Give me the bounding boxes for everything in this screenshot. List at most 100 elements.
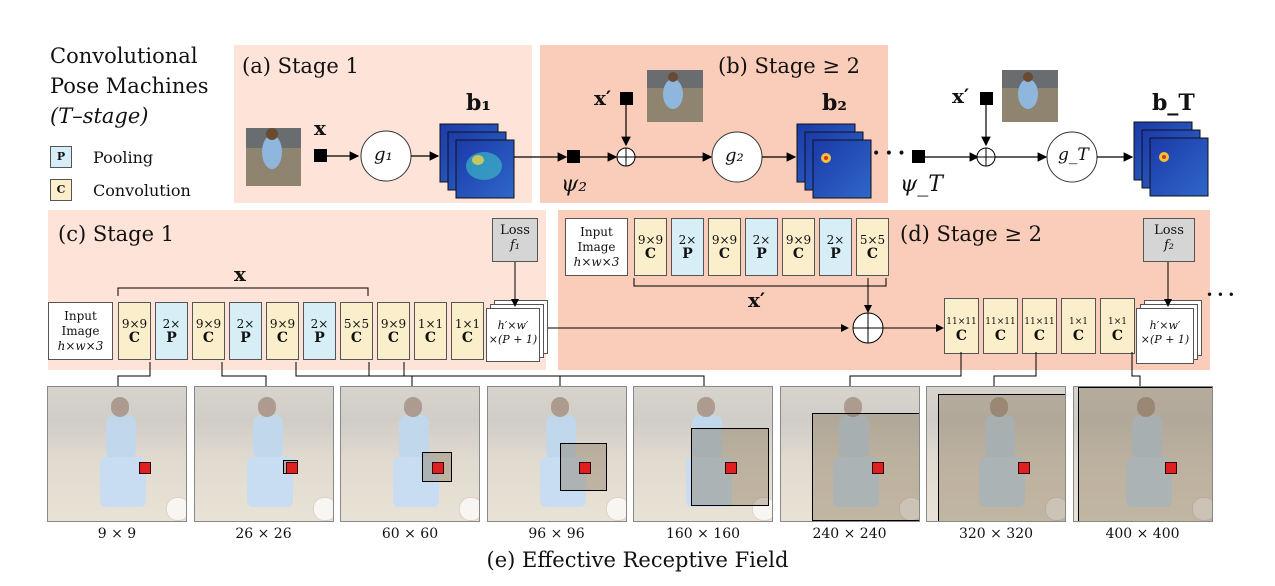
photo-fade: [1073, 387, 1212, 521]
pool-layer: 2× P: [819, 218, 852, 276]
layer-type-label: C: [866, 246, 879, 262]
layer-type-label: C: [718, 246, 731, 262]
x-node-a: [314, 149, 327, 162]
layer-type-label: P: [166, 330, 177, 346]
layer-size-label: 9×9: [711, 233, 738, 247]
pool-layer: 2× P: [671, 218, 704, 276]
player-torso: [985, 415, 1015, 459]
loss-fn-f2: f₂: [1163, 238, 1175, 253]
connector-lines: [117, 262, 1172, 386]
pipeline-diagram: [246, 70, 1209, 199]
player-head: [111, 397, 129, 417]
input-label-c-1: Input: [64, 309, 97, 323]
player-legs: [539, 457, 586, 507]
conv-layer: 5×5 C: [856, 218, 889, 276]
label-xprime-b: x′: [594, 86, 612, 110]
layer-size-label: 11×11: [1024, 317, 1055, 327]
conv-layer: 9×9 C: [266, 302, 299, 360]
conv-layer: 11×11 C: [1022, 298, 1057, 354]
output-label-d-1: h′×w′: [1149, 319, 1181, 332]
continuation-dots-right: • • •: [1206, 288, 1235, 302]
ball: [459, 497, 479, 521]
legend-pool-label: Pooling: [93, 148, 154, 167]
input-photo-t: [1002, 70, 1058, 122]
layer-size-label: 2×: [310, 317, 329, 331]
joint-marker: [1164, 462, 1177, 474]
receptive-field-label: 26 × 26: [235, 526, 292, 542]
layer-size-label: 2×: [678, 233, 697, 247]
layer-size-label: 9×9: [380, 317, 407, 331]
joint-marker: [871, 462, 884, 474]
output-label-c-1: h′×w′: [497, 319, 529, 332]
player-torso: [399, 415, 429, 459]
label-xprime-d: x′: [748, 288, 766, 312]
layer-type-label: C: [644, 246, 657, 262]
input-photo-b: [647, 70, 703, 122]
layer-type-label: C: [424, 330, 437, 346]
label-x-a: x: [314, 116, 326, 140]
panel-c-title: (c) Stage 1: [58, 222, 175, 246]
player-legs: [100, 457, 146, 507]
layer-size-label: 11×11: [946, 317, 977, 327]
conv-layer: 9×9 C: [377, 302, 410, 360]
label-psi2: ψ₂: [561, 172, 588, 197]
legend-title-line-2: Pose Machines: [50, 74, 209, 98]
conv-layer: 1×1 C: [1100, 298, 1135, 354]
player-head: [1136, 397, 1155, 417]
photo-fade: [927, 387, 1065, 521]
input-label-c-3: h×w×3: [57, 339, 104, 353]
layer-type-label: P: [682, 246, 693, 262]
input-label-c-2: Image: [61, 324, 100, 338]
player-torso: [252, 415, 283, 459]
player-torso: [1131, 415, 1162, 459]
layer-type-label: C: [955, 328, 968, 344]
layer-type-label: C: [792, 246, 805, 262]
joint-marker: [1018, 462, 1030, 474]
pool-layer: 2× P: [155, 302, 188, 360]
receptive-field-box: [937, 393, 1065, 521]
ball: [752, 497, 772, 521]
input-image-box-d: Input Image h×w×3: [565, 218, 628, 276]
input-label-d-1: Input: [580, 225, 613, 239]
conv-layer: 1×1 C: [414, 302, 447, 360]
legend: Convolutional Pose Machines (T–stage) P …: [40, 42, 225, 212]
conv-layer: 5×5 C: [340, 302, 373, 360]
photo-fade: [341, 387, 479, 521]
input-label-d-2: Image: [577, 240, 616, 254]
panel-a-title: (a) Stage 1: [242, 54, 359, 78]
layer-size-label: 1×1: [454, 317, 481, 331]
joint-marker: [285, 462, 298, 474]
player-legs: [1125, 457, 1172, 507]
photo-fade: [780, 387, 919, 521]
layer-type-label: C: [276, 330, 289, 346]
output-stack-c-front: h′×w′ ×(P + 1): [486, 308, 540, 362]
conv-layer: 9×9 C: [192, 302, 225, 360]
label-bT: b_T: [1152, 90, 1195, 116]
ball: [166, 497, 186, 521]
layer-type-label: C: [387, 330, 400, 346]
player-torso: [106, 415, 136, 459]
receptive-field-label: 400 × 400: [1105, 526, 1180, 542]
receptive-field-photo: [47, 386, 187, 522]
layer-size-label: 11×11: [985, 317, 1016, 327]
receptive-field-label: 96 × 96: [528, 526, 585, 542]
input-image-box-c: Input Image h×w×3: [48, 302, 113, 360]
layer-type-label: C: [128, 330, 141, 346]
conv-layer: 9×9 C: [118, 302, 151, 360]
loss-box-f1: Loss f₁: [492, 218, 538, 262]
layer-size-label: 9×9: [637, 233, 664, 247]
receptive-field-label: 240 × 240: [812, 526, 887, 542]
layer-type-label: C: [202, 330, 215, 346]
receptive-field-box: [1077, 387, 1212, 521]
conv-layer: 11×11 C: [944, 298, 979, 354]
player-head: [404, 397, 422, 417]
player-head: [990, 397, 1008, 417]
label-b2: b₂: [822, 90, 848, 116]
loss-label-f1: Loss: [500, 223, 530, 238]
layer-size-label: 2×: [752, 233, 771, 247]
label-xprime-t: x′: [952, 84, 970, 108]
photo-fade: [487, 387, 626, 521]
input-photo-a: [246, 128, 301, 186]
player-legs: [979, 457, 1025, 507]
player-legs: [686, 457, 732, 507]
